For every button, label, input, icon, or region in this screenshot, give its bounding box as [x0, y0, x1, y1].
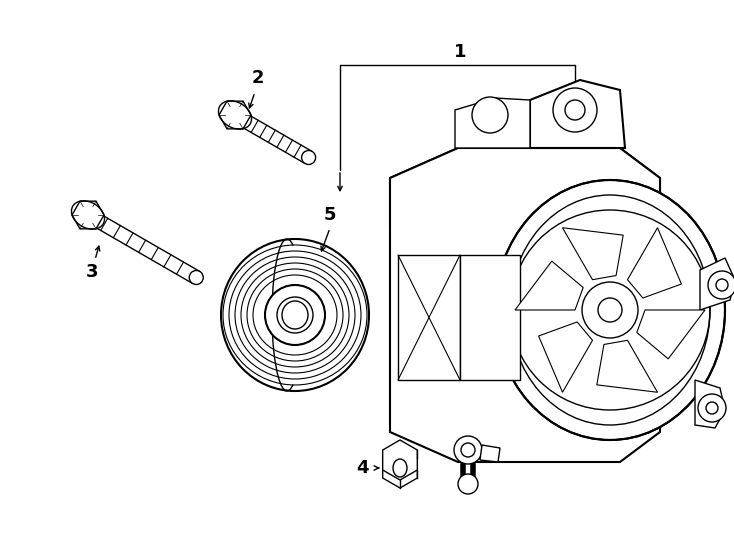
Polygon shape — [700, 258, 734, 310]
Circle shape — [472, 97, 508, 133]
Ellipse shape — [189, 271, 203, 285]
Polygon shape — [695, 380, 725, 428]
Circle shape — [553, 88, 597, 132]
Polygon shape — [562, 228, 623, 280]
Polygon shape — [628, 228, 681, 298]
Polygon shape — [637, 310, 705, 359]
Ellipse shape — [393, 459, 407, 477]
Ellipse shape — [221, 239, 369, 391]
Circle shape — [461, 443, 475, 457]
Circle shape — [598, 298, 622, 322]
Circle shape — [265, 285, 325, 345]
Polygon shape — [382, 440, 418, 480]
Polygon shape — [84, 209, 200, 284]
Ellipse shape — [495, 180, 725, 440]
Polygon shape — [455, 98, 530, 148]
Text: 5: 5 — [324, 206, 336, 224]
Circle shape — [708, 271, 734, 299]
Polygon shape — [530, 80, 625, 148]
Ellipse shape — [302, 151, 316, 165]
Circle shape — [458, 474, 478, 494]
Text: 2: 2 — [252, 69, 264, 87]
Polygon shape — [390, 148, 660, 225]
Text: 4: 4 — [356, 459, 368, 477]
Circle shape — [716, 279, 728, 291]
Polygon shape — [480, 445, 500, 462]
Ellipse shape — [510, 195, 710, 425]
Circle shape — [706, 402, 718, 414]
Polygon shape — [597, 340, 658, 392]
Polygon shape — [398, 255, 460, 380]
Circle shape — [454, 436, 482, 464]
Circle shape — [582, 282, 638, 338]
Polygon shape — [390, 148, 660, 462]
Text: 1: 1 — [454, 43, 466, 61]
Polygon shape — [382, 448, 418, 488]
Polygon shape — [539, 322, 592, 392]
Polygon shape — [231, 109, 312, 164]
Polygon shape — [515, 261, 584, 310]
Circle shape — [565, 100, 585, 120]
Text: 3: 3 — [86, 263, 98, 281]
Polygon shape — [72, 201, 104, 229]
Circle shape — [698, 394, 726, 422]
Polygon shape — [460, 255, 520, 380]
Ellipse shape — [282, 301, 308, 329]
Circle shape — [277, 297, 313, 333]
Polygon shape — [219, 101, 251, 129]
